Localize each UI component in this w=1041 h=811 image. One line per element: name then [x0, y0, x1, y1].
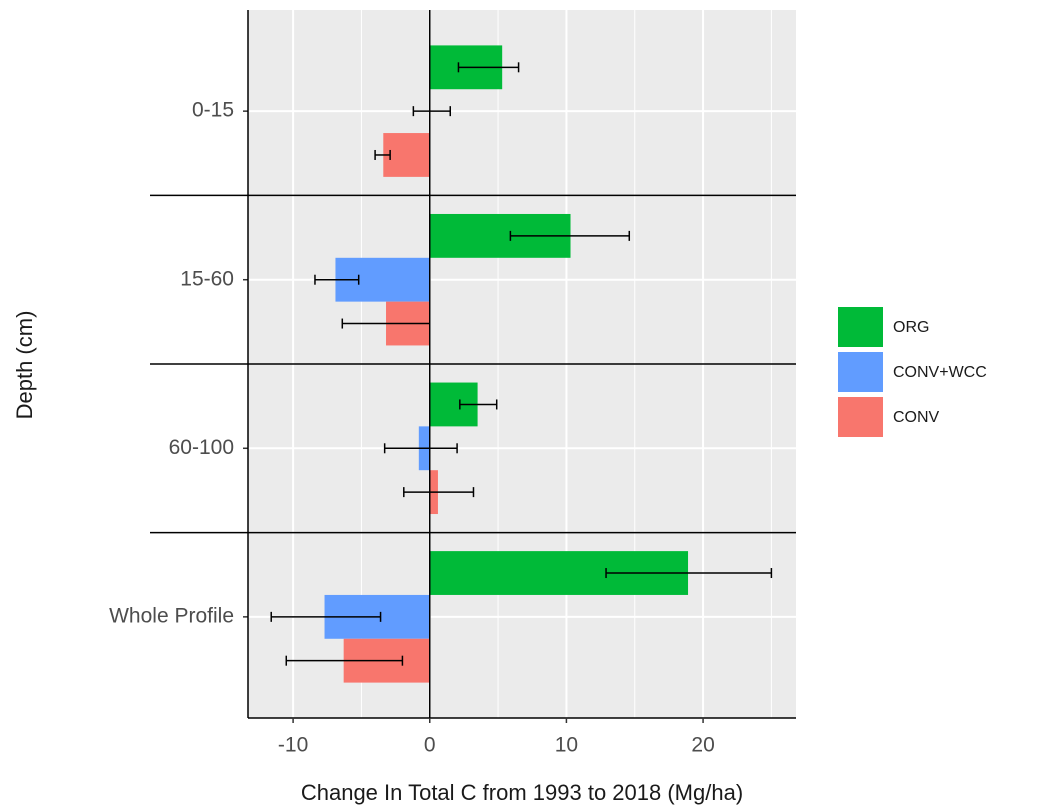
y-tick-label: 60-100	[169, 436, 234, 459]
legend-key	[838, 307, 883, 347]
legend-key	[838, 397, 883, 437]
bar	[383, 133, 430, 177]
y-tick-label: Whole Profile	[109, 604, 234, 627]
legend-label: ORG	[893, 319, 929, 336]
x-tick-label: 10	[555, 734, 578, 757]
legend-label: CONV	[893, 409, 940, 426]
x-tick-label: 20	[691, 734, 714, 757]
legend-label: CONV+WCC	[893, 364, 987, 381]
x-tick-label: 0	[424, 734, 436, 757]
x-tick-label: -10	[278, 734, 308, 757]
legend-key	[838, 352, 883, 392]
y-axis-title: Depth (cm)	[12, 311, 37, 420]
y-tick-label: 15-60	[180, 267, 234, 290]
y-tick-label: 0-15	[192, 99, 234, 122]
x-axis-title: Change In Total C from 1993 to 2018 (Mg/…	[301, 780, 743, 805]
